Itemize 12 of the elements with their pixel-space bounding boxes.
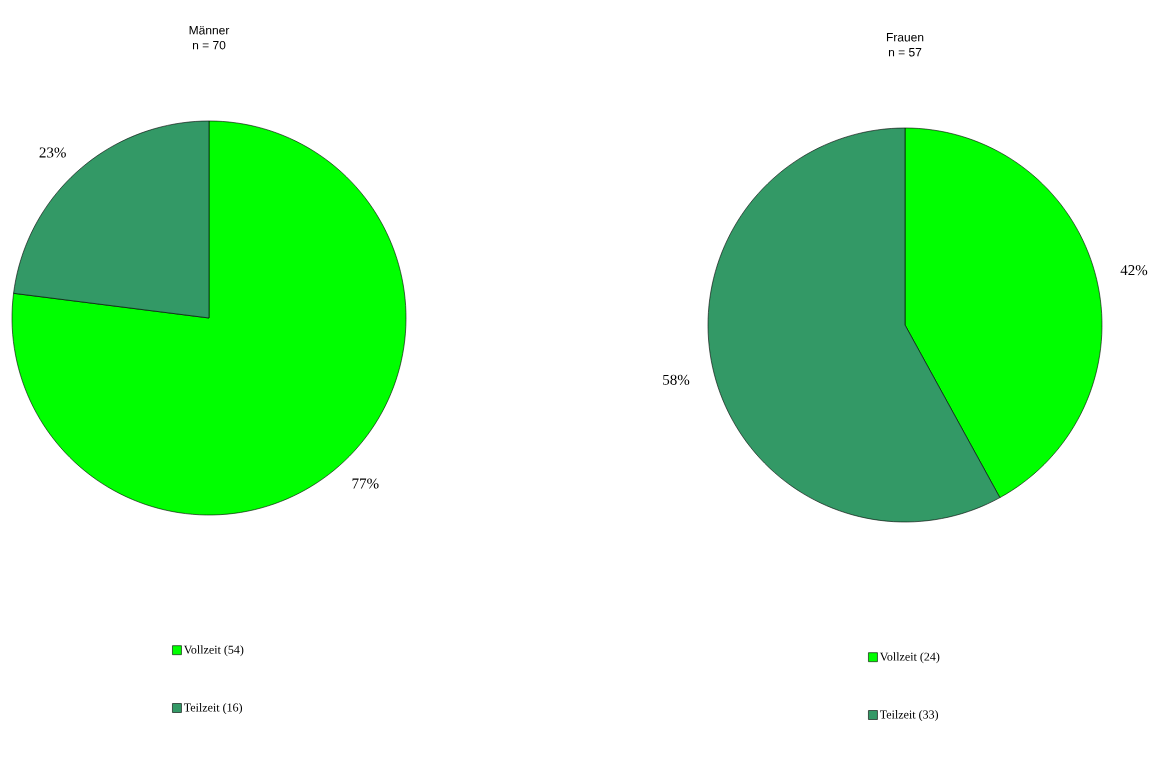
data-label: 58% [663, 374, 690, 385]
data-label: 77% [352, 478, 379, 489]
data-label: 42% [1120, 265, 1148, 276]
legend-label: Teilzeit (33) [879, 710, 939, 721]
chart-title: Männer [189, 26, 230, 35]
legend-label: Vollzeit (54) [183, 645, 244, 657]
legend-label: Teilzeit (16) [183, 703, 243, 714]
chart-title: Frauen [886, 33, 924, 42]
data-label: 23% [39, 147, 66, 158]
legend-label: Vollzeit (24) [879, 652, 940, 664]
chart-subtitle: n = 70 [192, 40, 226, 50]
chart-subtitle: n = 57 [888, 48, 922, 57]
